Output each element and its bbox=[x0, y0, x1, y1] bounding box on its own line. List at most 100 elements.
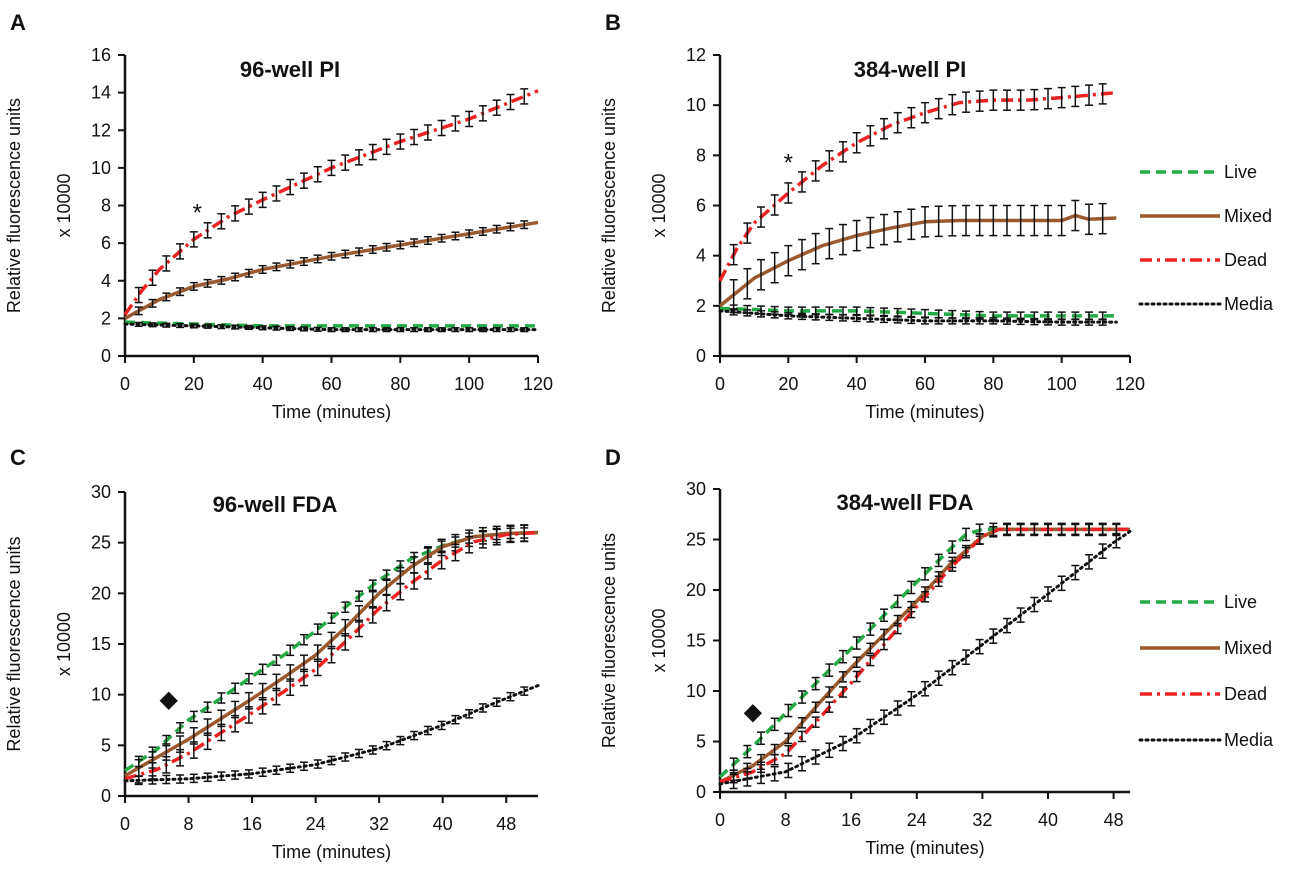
chart-title: 96-well PI bbox=[240, 57, 340, 82]
y-tick-label: 4 bbox=[101, 271, 111, 291]
x-axis-label: Time (minutes) bbox=[272, 842, 391, 862]
y-tick-label: 6 bbox=[101, 233, 111, 253]
y-tick-label: 6 bbox=[696, 196, 706, 216]
series-mixed bbox=[124, 220, 539, 320]
x-axis-label: Time (minutes) bbox=[865, 838, 984, 858]
series-mixed bbox=[718, 199, 1117, 311]
x-tick-label: 0 bbox=[715, 374, 725, 394]
legend-entry: Live bbox=[1224, 162, 1257, 182]
series-line bbox=[718, 527, 1130, 779]
x-tick-label: 8 bbox=[781, 810, 791, 830]
y-tick-label: 2 bbox=[696, 296, 706, 316]
x-tick-label: 120 bbox=[1115, 374, 1145, 394]
chart-title: 384-well PI bbox=[854, 57, 967, 82]
y-axis-label: Relative fluorescence units bbox=[4, 98, 24, 313]
annotation-marker: * bbox=[784, 149, 793, 176]
legend-entry: Media bbox=[1224, 730, 1274, 750]
series-line bbox=[718, 529, 1132, 786]
series-media bbox=[123, 684, 540, 786]
legend-entry: Dead bbox=[1224, 250, 1267, 270]
x-tick-label: 16 bbox=[841, 810, 861, 830]
y-tick-label: 10 bbox=[686, 681, 706, 701]
annotation-marker: ◆ bbox=[159, 686, 178, 713]
y-tick-label: 8 bbox=[696, 145, 706, 165]
x-tick-label: 80 bbox=[983, 374, 1003, 394]
series-live bbox=[719, 304, 1117, 321]
y-tick-label: 25 bbox=[91, 533, 111, 553]
y-tick-label: 25 bbox=[686, 530, 706, 550]
panel-letter: C bbox=[10, 445, 26, 470]
y-tick-label: 15 bbox=[91, 634, 111, 654]
y-axis-label: Relative fluorescence units bbox=[4, 536, 24, 751]
y-tick-label: 0 bbox=[101, 346, 111, 366]
legend-entry: Live bbox=[1224, 592, 1257, 612]
legend-entry: Mixed bbox=[1224, 638, 1272, 658]
panel-letter: B bbox=[605, 10, 621, 35]
y-tick-label: 15 bbox=[686, 631, 706, 651]
y-tick-label: 10 bbox=[91, 158, 111, 178]
y-tick-label: 2 bbox=[101, 308, 111, 328]
y-tick-label: 0 bbox=[101, 786, 111, 806]
y-axis-label: Relative fluorescence units bbox=[599, 533, 619, 748]
series-line bbox=[718, 213, 1117, 308]
series-mixed bbox=[719, 523, 1130, 784]
legend: Live Mixed Dead Media bbox=[1138, 592, 1274, 750]
y-tick-label: 12 bbox=[91, 120, 111, 140]
series-dead bbox=[718, 83, 1117, 282]
x-axis-label: Time (minutes) bbox=[272, 402, 391, 422]
y-tick-label: 20 bbox=[91, 583, 111, 603]
x-tick-label: 20 bbox=[184, 374, 204, 394]
chart-title: 96-well FDA bbox=[213, 492, 338, 517]
x-tick-label: 60 bbox=[915, 374, 935, 394]
legend-entry: Media bbox=[1224, 294, 1274, 314]
y-tick-label: 5 bbox=[101, 735, 111, 755]
x-tick-label: 120 bbox=[523, 374, 553, 394]
y-axis-unit: x 10000 bbox=[649, 608, 669, 672]
x-tick-label: 24 bbox=[907, 810, 927, 830]
legend: Live Mixed Dead Media bbox=[1138, 162, 1274, 314]
panel-c: C 96-well FDA 0 5 10 15 20 25 30 0 8 16 24 32 40 48 Time… bbox=[4, 445, 540, 862]
x-axis-label: Time (minutes) bbox=[865, 402, 984, 422]
y-tick-label: 16 bbox=[91, 45, 111, 65]
panel-letter: A bbox=[10, 10, 26, 35]
x-tick-label: 32 bbox=[972, 810, 992, 830]
series-live bbox=[718, 522, 1130, 779]
y-tick-label: 4 bbox=[696, 246, 706, 266]
y-tick-label: 5 bbox=[696, 732, 706, 752]
x-tick-label: 24 bbox=[306, 814, 326, 834]
y-tick-label: 10 bbox=[686, 95, 706, 115]
series-line bbox=[124, 220, 539, 320]
x-tick-label: 8 bbox=[184, 814, 194, 834]
y-axis-unit: x 10000 bbox=[54, 612, 74, 676]
series-line bbox=[123, 684, 540, 783]
legend-entry: Mixed bbox=[1224, 206, 1272, 226]
series-media bbox=[718, 308, 1118, 326]
x-tick-label: 60 bbox=[321, 374, 341, 394]
x-tick-label: 32 bbox=[369, 814, 389, 834]
y-tick-label: 8 bbox=[101, 196, 111, 216]
x-tick-label: 40 bbox=[253, 374, 273, 394]
panel-letter: D bbox=[605, 445, 621, 470]
x-tick-label: 0 bbox=[120, 374, 130, 394]
x-tick-label: 16 bbox=[242, 814, 262, 834]
y-axis-label: Relative fluorescence units bbox=[599, 98, 619, 313]
x-tick-label: 100 bbox=[1047, 374, 1077, 394]
x-tick-label: 100 bbox=[454, 374, 484, 394]
x-tick-label: 48 bbox=[1104, 810, 1124, 830]
y-tick-label: 10 bbox=[91, 685, 111, 705]
x-tick-label: 80 bbox=[390, 374, 410, 394]
x-tick-label: 0 bbox=[120, 814, 130, 834]
y-tick-label: 12 bbox=[686, 45, 706, 65]
x-tick-label: 40 bbox=[847, 374, 867, 394]
series-line bbox=[123, 89, 539, 316]
x-tick-label: 40 bbox=[433, 814, 453, 834]
y-tick-label: 30 bbox=[91, 482, 111, 502]
series-dead bbox=[123, 88, 539, 316]
series-dead bbox=[124, 524, 539, 784]
y-axis-unit: x 10000 bbox=[649, 173, 669, 237]
series-line bbox=[718, 90, 1117, 282]
chart-title: 384-well FDA bbox=[837, 490, 974, 515]
panel-a: A 96-well PI 0 2 4 6 8 10 12 14 16 0 20 40 60 80 100 120 T… bbox=[4, 10, 553, 422]
